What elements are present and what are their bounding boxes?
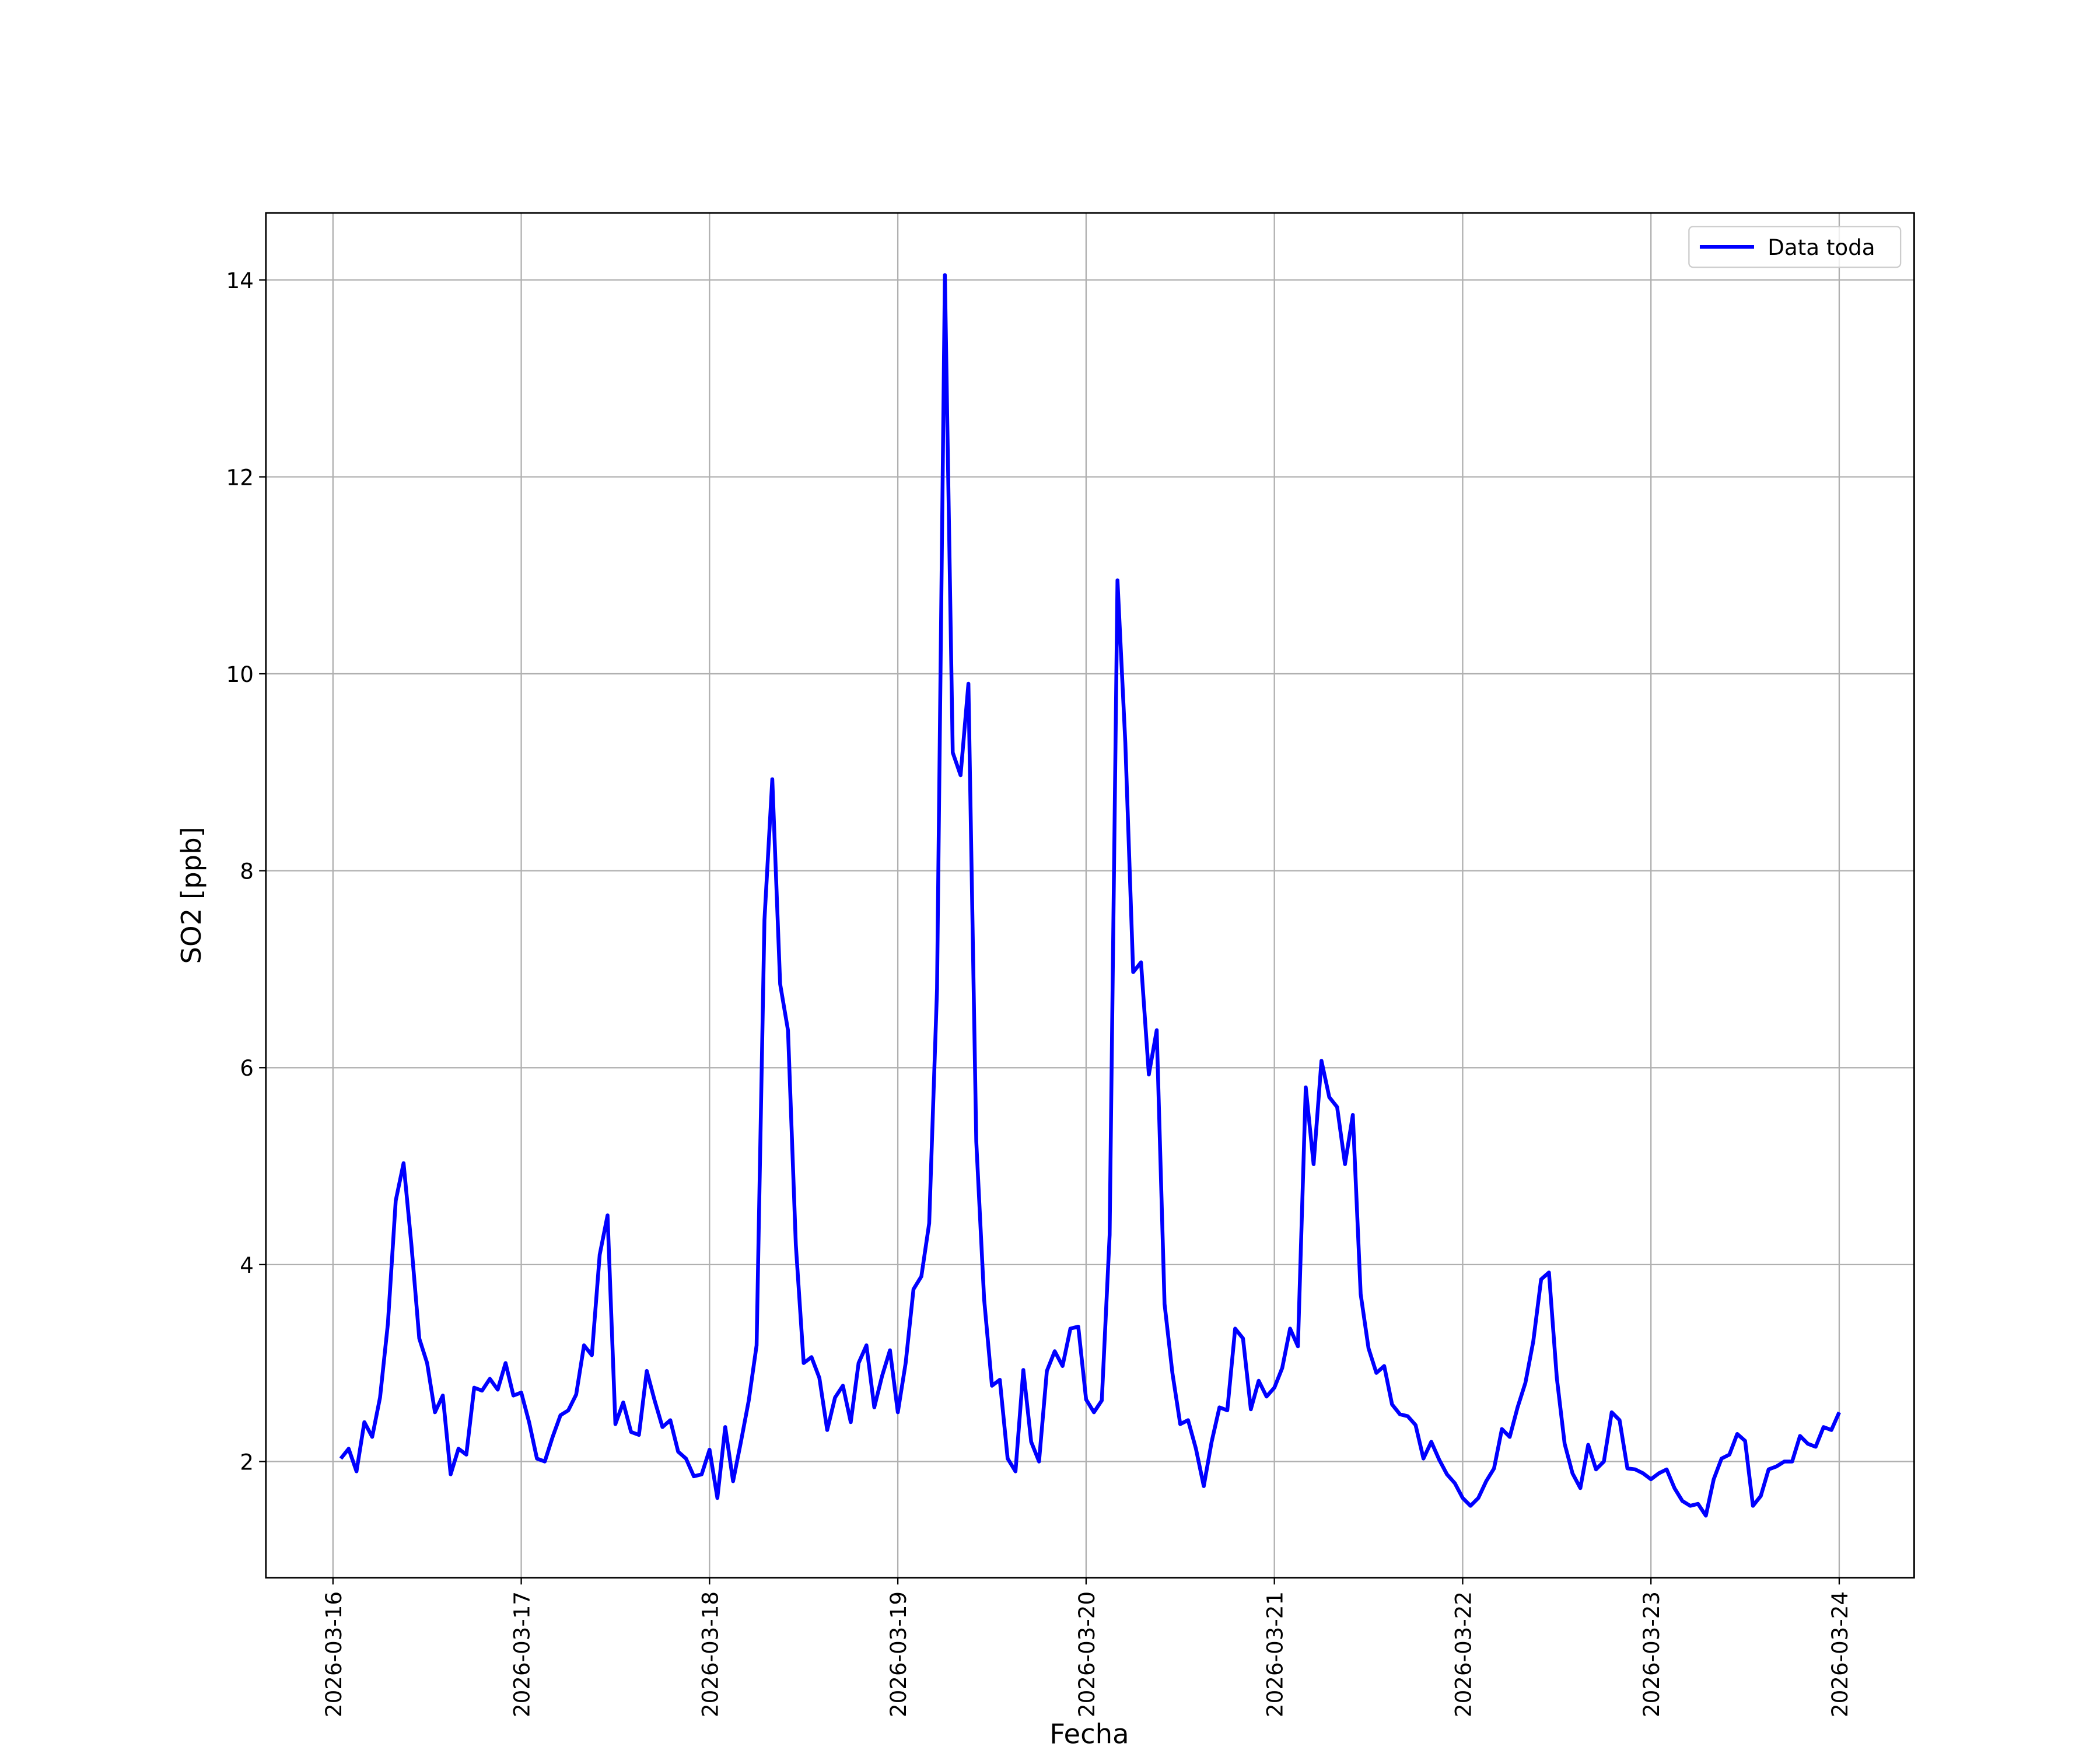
- legend-box: [1688, 226, 1902, 268]
- y-tick-label: 2: [240, 1449, 254, 1475]
- x-axis-label: Fecha: [1049, 1718, 1129, 1749]
- legend: Data toda: [1688, 226, 1902, 268]
- y-tick-label: 12: [226, 464, 254, 490]
- x-tick-label: 2026-03-19: [886, 1591, 911, 1717]
- y-tick-label: 8: [240, 859, 254, 884]
- y-tick-label: 6: [240, 1055, 254, 1081]
- x-tick-label: 2026-03-17: [509, 1591, 535, 1717]
- x-tick-label: 2026-03-18: [697, 1591, 723, 1717]
- x-tick-label: 2026-03-23: [1639, 1591, 1664, 1717]
- data-line: [339, 273, 1841, 1518]
- x-tick-label: 2026-03-16: [321, 1591, 346, 1717]
- x-tick-label: 2026-03-20: [1074, 1591, 1100, 1717]
- x-tick-label: 2026-03-24: [1827, 1591, 1853, 1717]
- y-tick-label: 14: [226, 268, 254, 293]
- y-tick-label: 4: [240, 1252, 254, 1278]
- x-tick-label: 2026-03-22: [1450, 1591, 1476, 1717]
- y-tick-label: 10: [226, 662, 254, 687]
- x-tick-label: 2026-03-21: [1262, 1591, 1288, 1717]
- y-axis-label: SO2 [ppb]: [176, 827, 207, 964]
- legend-label: Data toda: [1768, 235, 1875, 260]
- plot-frame: [265, 212, 1915, 1579]
